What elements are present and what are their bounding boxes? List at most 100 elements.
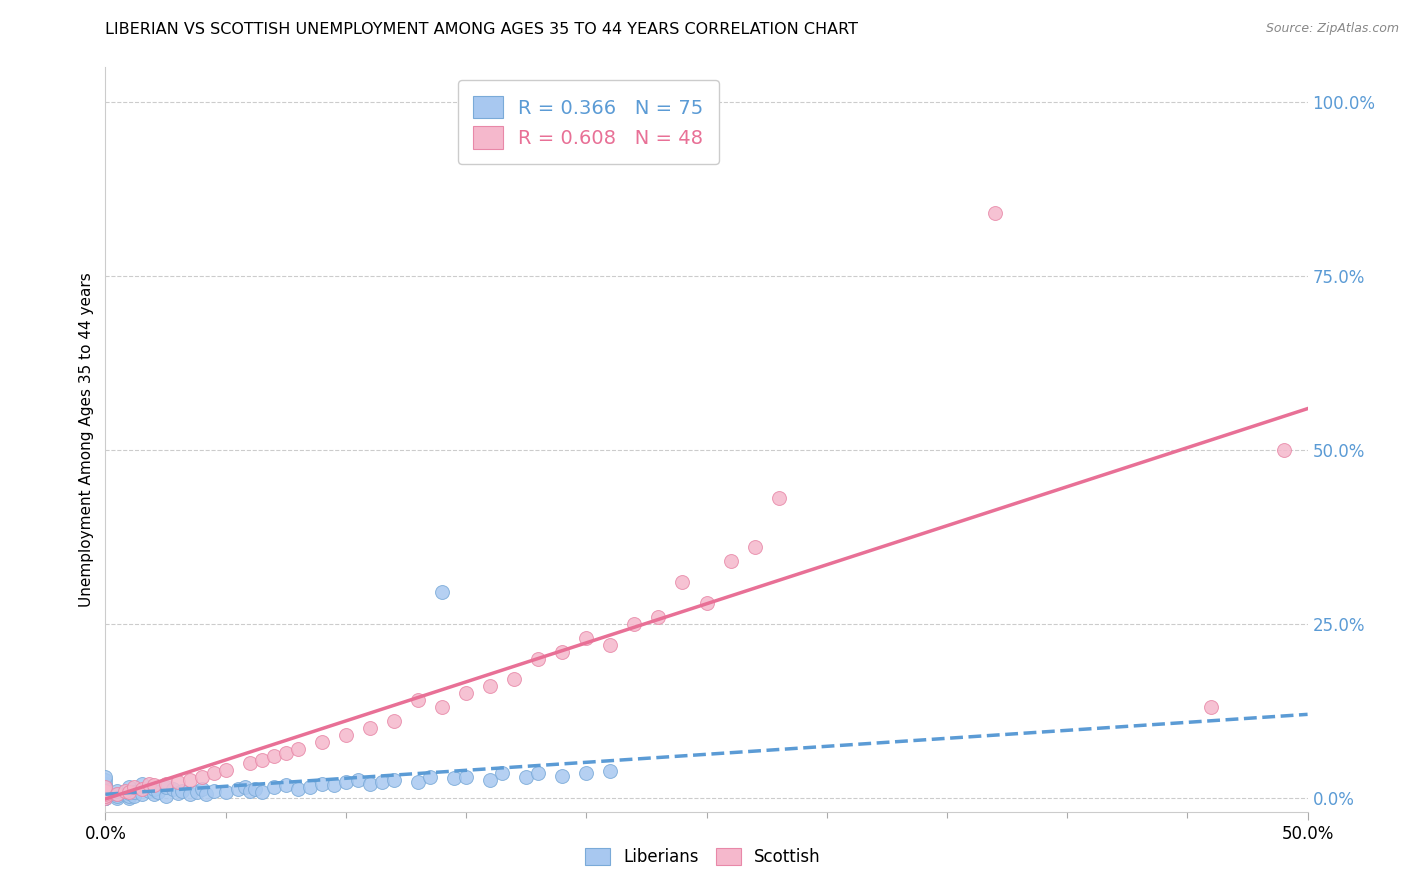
Point: [527, 651, 550, 665]
Point: [250, 752, 273, 766]
Point: [1272, 442, 1295, 457]
Point: [142, 778, 165, 792]
Point: [94, 786, 117, 800]
Point: [94, 787, 117, 801]
Point: [214, 763, 236, 777]
Point: [551, 645, 574, 659]
Point: [647, 609, 669, 624]
Point: [94, 789, 117, 804]
Point: [94, 770, 117, 784]
Point: [371, 775, 394, 789]
Point: [118, 785, 141, 799]
Point: [322, 778, 344, 792]
Point: [94, 790, 117, 805]
Point: [430, 585, 453, 599]
Point: [148, 785, 170, 799]
Point: [768, 491, 790, 506]
Point: [233, 780, 256, 795]
Point: [406, 775, 429, 789]
Point: [287, 782, 309, 797]
Point: [382, 773, 405, 788]
Point: [311, 777, 333, 791]
Point: [124, 789, 146, 804]
Point: [287, 742, 309, 756]
Point: [114, 784, 136, 798]
Point: [575, 631, 598, 645]
Y-axis label: Unemployment Among Ages 35 to 44 years: Unemployment Among Ages 35 to 44 years: [79, 272, 94, 607]
Point: [107, 787, 129, 801]
Legend: R = 0.366   N = 75, R = 0.608   N = 48: R = 0.366 N = 75, R = 0.608 N = 48: [458, 80, 718, 164]
Point: [107, 789, 129, 804]
Point: [138, 777, 160, 791]
Point: [274, 778, 297, 792]
Point: [359, 777, 381, 791]
Point: [454, 770, 477, 784]
Point: [190, 782, 212, 797]
Point: [138, 784, 160, 798]
Point: [94, 789, 117, 803]
Point: [94, 790, 117, 805]
Point: [263, 780, 285, 795]
Point: [155, 789, 177, 803]
Point: [515, 770, 537, 784]
Point: [94, 789, 117, 804]
Point: [720, 554, 742, 568]
Point: [155, 777, 177, 791]
Legend: Liberians, Scottish: Liberians, Scottish: [576, 840, 830, 875]
Point: [239, 784, 262, 798]
Point: [166, 786, 188, 800]
Point: [202, 766, 225, 780]
Point: [1201, 700, 1223, 714]
Point: [94, 790, 117, 805]
Point: [479, 680, 502, 694]
Point: [575, 766, 598, 780]
Point: [94, 789, 117, 803]
Point: [347, 773, 370, 788]
Point: [623, 616, 645, 631]
Point: [131, 777, 153, 791]
Point: [94, 777, 117, 791]
Point: [406, 693, 429, 707]
Point: [239, 756, 262, 770]
Point: [162, 782, 184, 797]
Point: [107, 784, 129, 798]
Point: [155, 780, 177, 795]
Point: [214, 785, 236, 799]
Text: Source: ZipAtlas.com: Source: ZipAtlas.com: [1265, 22, 1399, 36]
Point: [94, 790, 117, 805]
Point: [166, 775, 188, 789]
Point: [226, 782, 249, 797]
Point: [443, 772, 465, 786]
Point: [118, 786, 141, 800]
Point: [131, 787, 153, 801]
Point: [94, 782, 117, 797]
Point: [172, 784, 194, 798]
Point: [118, 789, 141, 803]
Point: [179, 787, 201, 801]
Point: [311, 735, 333, 749]
Text: LIBERIAN VS SCOTTISH UNEMPLOYMENT AMONG AGES 35 TO 44 YEARS CORRELATION CHART: LIBERIAN VS SCOTTISH UNEMPLOYMENT AMONG …: [105, 22, 859, 37]
Point: [94, 784, 117, 798]
Point: [94, 780, 117, 795]
Point: [94, 780, 117, 795]
Point: [454, 686, 477, 700]
Point: [274, 746, 297, 760]
Point: [243, 782, 266, 797]
Point: [94, 784, 117, 798]
Point: [335, 775, 357, 789]
Point: [335, 728, 357, 742]
Point: [491, 766, 513, 780]
Point: [599, 638, 621, 652]
Point: [118, 780, 141, 795]
Point: [250, 785, 273, 799]
Point: [186, 785, 208, 799]
Point: [131, 782, 153, 797]
Point: [382, 714, 405, 729]
Point: [179, 773, 201, 788]
Point: [118, 790, 141, 805]
Point: [190, 770, 212, 784]
Point: [124, 780, 146, 795]
Point: [142, 782, 165, 797]
Point: [107, 790, 129, 805]
Point: [744, 540, 766, 554]
